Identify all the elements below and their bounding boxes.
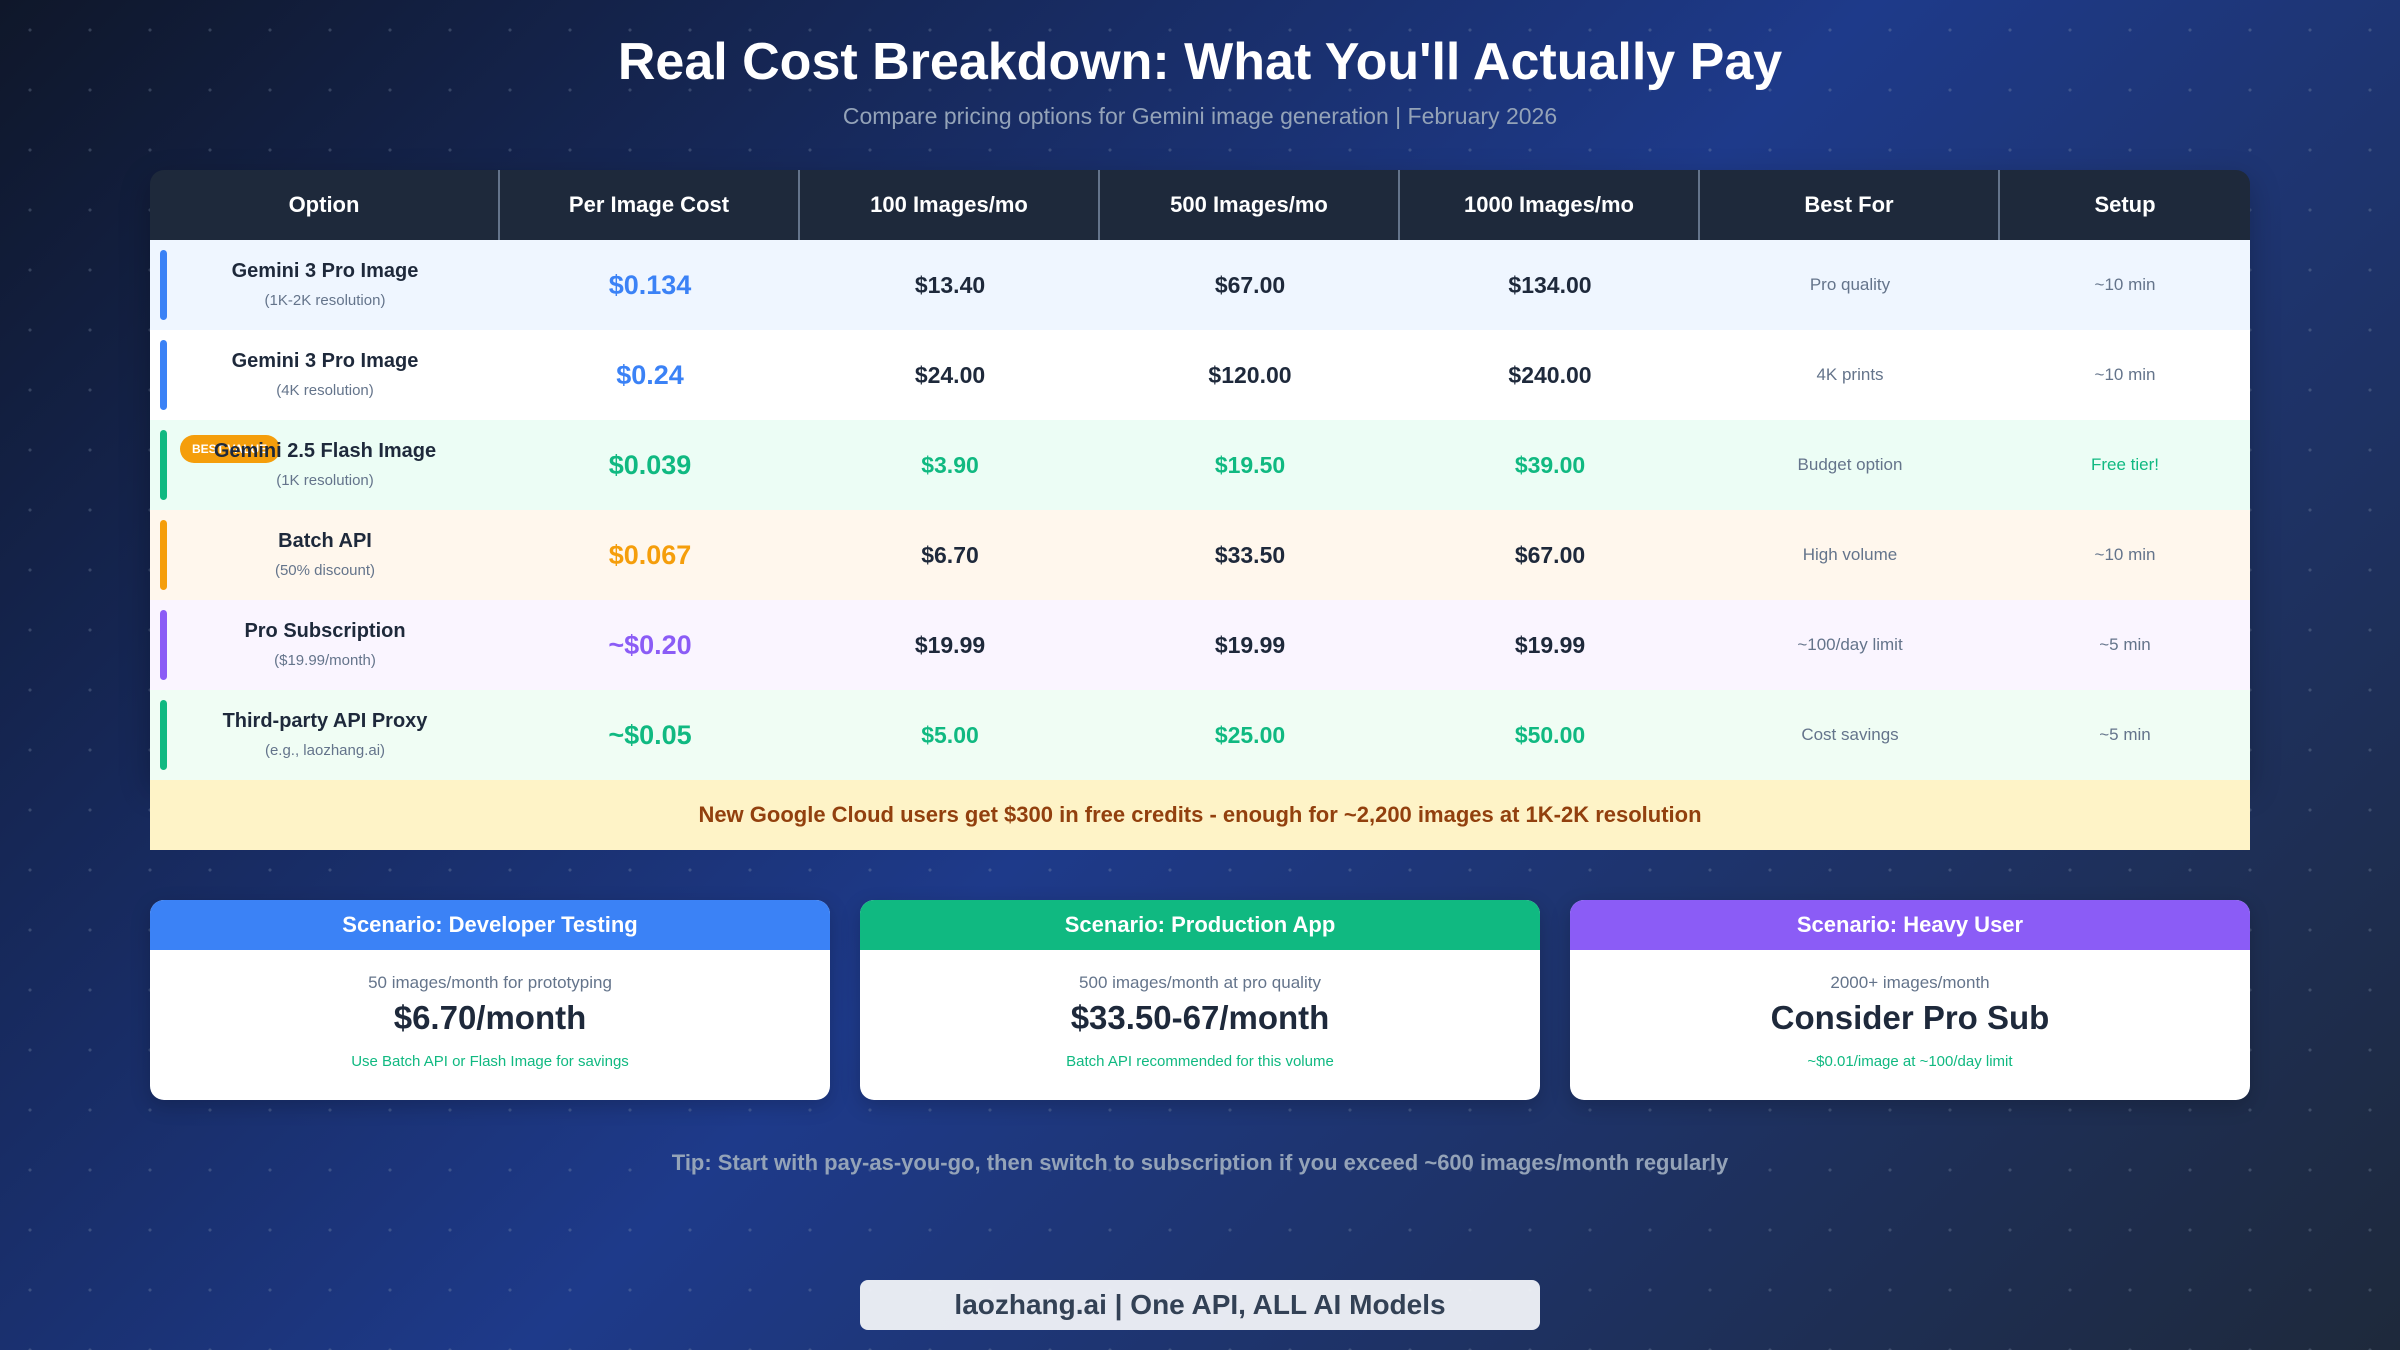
option-detail: (1K-2K resolution) — [264, 292, 386, 309]
scenario-cost: $6.70/month — [393, 999, 587, 1036]
option-detail: (50% discount) — [274, 562, 376, 579]
column-header-100-images: 100 Images/mo — [800, 170, 1100, 240]
option-name: Gemini 3 Pro Image — [231, 260, 419, 282]
setup-time: Free tier! — [2090, 455, 2160, 474]
column-header-setup: Setup — [2094, 192, 2156, 217]
cost-100-images: $5.00 — [921, 721, 979, 748]
footer-brand-label: laozhang.ai | One API, ALL AI Models — [860, 1280, 1540, 1330]
column-header-1000-images: 1000 Images/mo — [1400, 170, 1700, 240]
per-image-cost: $0.24 — [616, 359, 684, 390]
row-accent-bar — [160, 520, 167, 590]
best-for: High volume — [1802, 545, 1898, 564]
setup-time: ~10 min — [2094, 545, 2156, 564]
cost-100-images: $3.90 — [921, 451, 979, 478]
cost-500-images: $19.99 — [1214, 631, 1286, 658]
best-for: Pro quality — [1809, 275, 1891, 294]
best-for: Budget option — [1797, 455, 1903, 474]
scenario-cost: $33.50-67/month — [1070, 999, 1330, 1036]
row-accent-bar — [160, 250, 167, 320]
column-header-option: Option — [150, 170, 500, 240]
best-for: 4K prints — [1816, 365, 1884, 384]
option-cell: Batch API (50% discount) — [150, 510, 500, 600]
cost-1000-images: $134.00 — [1508, 271, 1592, 298]
page-title: Real Cost Breakdown: What You'll Actuall… — [617, 33, 1783, 91]
cost-1000-images: $240.00 — [1508, 361, 1592, 388]
table-header: Option Per Image Cost 100 Images/mo 500 … — [150, 170, 2250, 240]
scenario-recommendation: ~$0.01/image at ~100/day limit — [1807, 1053, 2013, 1070]
cost-500-images: $67.00 — [1214, 271, 1286, 298]
option-name: Gemini 2.5 Flash Image — [213, 440, 437, 462]
scenario-description: 2000+ images/month — [1830, 973, 1990, 992]
option-name: Gemini 3 Pro Image — [231, 350, 419, 372]
cost-1000-images: $19.99 — [1514, 631, 1586, 658]
scenario-title: Scenario: Developer Testing — [150, 900, 830, 950]
cost-100-images: $6.70 — [921, 541, 979, 568]
option-detail: (1K resolution) — [276, 472, 374, 489]
tip-text: Tip: Start with pay-as-you-go, then swit… — [671, 1150, 1729, 1175]
per-image-cost: $0.067 — [608, 539, 692, 570]
per-image-cost: ~$0.20 — [608, 629, 692, 660]
best-value-badge: BEST VALUE — [180, 435, 280, 463]
best-for: Cost savings — [1801, 725, 1899, 744]
option-name: Batch API — [278, 530, 372, 552]
column-header-best-for: Best For — [1700, 170, 2000, 240]
table-row: Third-party API Proxy (e.g., laozhang.ai… — [150, 690, 2250, 780]
table-row: Batch API (50% discount) $0.067 $6.70 $3… — [150, 510, 2250, 600]
per-image-cost: ~$0.05 — [608, 719, 692, 750]
option-cell: Gemini 3 Pro Image (4K resolution) — [150, 330, 500, 420]
column-header-500-images: 500 Images/mo — [1100, 170, 1400, 240]
row-accent-bar — [160, 700, 167, 770]
table-row: Pro Subscription ($19.99/month) ~$0.20 $… — [150, 600, 2250, 690]
option-name: Pro Subscription — [244, 620, 406, 642]
cost-500-images: $33.50 — [1214, 541, 1286, 568]
option-cell: Gemini 2.5 Flash Image (1K resolution) — [150, 420, 500, 510]
cost-1000-images: $67.00 — [1514, 541, 1586, 568]
free-credits-banner: New Google Cloud users get $300 in free … — [150, 780, 2250, 850]
scenario-title: Scenario: Production App — [860, 900, 1540, 950]
per-image-cost: $0.134 — [608, 269, 692, 300]
pricing-table: Option Per Image Cost 100 Images/mo 500 … — [150, 170, 2250, 780]
option-detail: ($19.99/month) — [274, 652, 376, 669]
setup-time: ~5 min — [2099, 725, 2151, 744]
setup-time: ~10 min — [2094, 365, 2156, 384]
scenario-title: Scenario: Heavy User — [1570, 900, 2250, 950]
option-detail: (4K resolution) — [276, 382, 374, 399]
cost-100-images: $13.40 — [914, 271, 986, 298]
scenario-description: 500 images/month at pro quality — [1079, 973, 1321, 992]
scenario-recommendation: Use Batch API or Flash Image for savings — [351, 1053, 629, 1070]
option-cell: Gemini 3 Pro Image (1K-2K resolution) — [150, 240, 500, 330]
setup-time: ~10 min — [2094, 275, 2156, 294]
row-accent-bar — [160, 340, 167, 410]
table-body: Gemini 3 Pro Image (1K-2K resolution) $0… — [150, 240, 2250, 780]
cost-500-images: $120.00 — [1208, 361, 1292, 388]
option-cell: Third-party API Proxy (e.g., laozhang.ai… — [150, 690, 500, 780]
scenario-card-developer-testing: Scenario: Developer Testing 50 images/mo… — [150, 900, 830, 1100]
row-accent-bar — [160, 610, 167, 680]
scenario-cost: Consider Pro Sub — [1770, 999, 2050, 1036]
cost-500-images: $19.50 — [1214, 451, 1286, 478]
cost-500-images: $25.00 — [1214, 721, 1286, 748]
scenario-card-heavy-user: Scenario: Heavy User 2000+ images/month … — [1570, 900, 2250, 1100]
option-name: Third-party API Proxy — [222, 710, 428, 732]
page-subtitle: Compare pricing options for Gemini image… — [842, 103, 1558, 129]
best-for: ~100/day limit — [1797, 635, 1903, 654]
column-header-per-image-cost: Per Image Cost — [500, 170, 800, 240]
table-row: Gemini 3 Pro Image (4K resolution) $0.24… — [150, 330, 2250, 420]
cost-100-images: $24.00 — [914, 361, 986, 388]
scenario-card-production-app: Scenario: Production App 500 images/mont… — [860, 900, 1540, 1100]
table-row: BEST VALUE Gemini 2.5 Flash Image (1K re… — [150, 420, 2250, 510]
cost-100-images: $19.99 — [914, 631, 986, 658]
option-detail: (e.g., laozhang.ai) — [264, 742, 386, 759]
row-accent-bar — [160, 430, 167, 500]
scenario-recommendation: Batch API recommended for this volume — [1066, 1053, 1334, 1070]
option-cell: Pro Subscription ($19.99/month) — [150, 600, 500, 690]
scenario-description: 50 images/month for prototyping — [368, 973, 612, 992]
cost-1000-images: $39.00 — [1514, 451, 1586, 478]
cost-1000-images: $50.00 — [1514, 721, 1586, 748]
setup-time: ~5 min — [2099, 635, 2151, 654]
table-row: Gemini 3 Pro Image (1K-2K resolution) $0… — [150, 240, 2250, 330]
per-image-cost: $0.039 — [608, 449, 692, 480]
